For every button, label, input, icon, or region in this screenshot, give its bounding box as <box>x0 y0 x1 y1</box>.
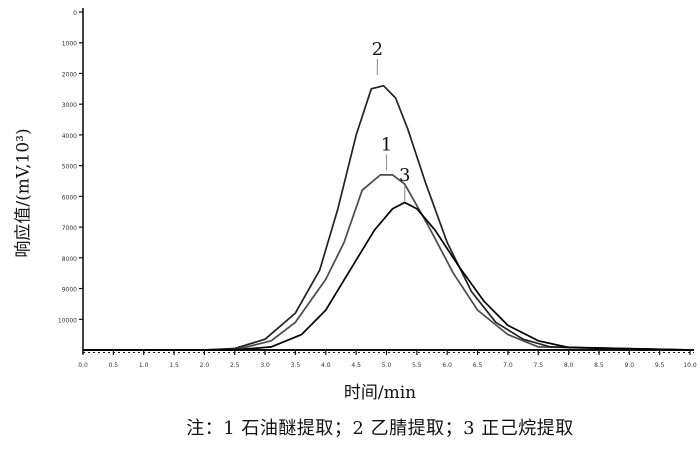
series-line-2 <box>83 84 691 351</box>
x-axis-label: 时间/min <box>343 383 417 403</box>
x-tick-label: 6.0 <box>442 362 452 369</box>
y-axis: 1000090008000700060005000400030002000100… <box>58 8 84 354</box>
x-tick-label: 7.0 <box>503 362 513 369</box>
peak-label-2: 2 <box>372 39 383 60</box>
figure-note: 注：1 石油醚提取；2 乙腈提取；3 正己烷提取 <box>186 418 574 439</box>
series-line-3 <box>83 201 691 351</box>
x-tick-label: 4.5 <box>351 362 361 369</box>
x-tick-label: 3.5 <box>291 362 301 369</box>
x-tick-label: 0.5 <box>109 362 119 369</box>
peak-label-1: 1 <box>381 134 392 155</box>
y-tick-label: 3000 <box>62 102 77 109</box>
x-tick-label: 9.5 <box>655 362 665 369</box>
x-tick-label: 8.0 <box>564 362 574 369</box>
x-tick-label: 1.5 <box>169 362 179 369</box>
y-axis-label: 响应值/(mV,10³) <box>2 78 40 308</box>
series-line-1 <box>83 174 691 351</box>
y-tick-label: 7000 <box>62 225 77 232</box>
y-tick-label: 8000 <box>62 256 77 263</box>
x-tick-label: 8.5 <box>594 362 604 369</box>
x-tick-label: 10.0 <box>683 362 697 369</box>
peak-label-3: 3 <box>399 165 410 186</box>
y-tick-label: 4000 <box>62 133 77 140</box>
y-tick-label: 0 <box>73 10 77 17</box>
annotations: 2 13 <box>372 39 410 201</box>
y-tick-label: 2000 <box>62 71 77 78</box>
x-tick-label: 5.0 <box>382 362 392 369</box>
x-tick-label: 2.5 <box>230 362 240 369</box>
x-tick-label: 4.0 <box>321 362 331 369</box>
x-tick-label: 6.5 <box>473 362 483 369</box>
x-axis: 0.0 0.5 1.0 1.5 2.0 2.5 3.0 3.5 4.0 4.5 5.0 5.5 6.0 6… <box>78 349 697 369</box>
x-tick-label: 0.0 <box>78 362 88 369</box>
series-group <box>83 84 691 351</box>
y-tick-label: 10000 <box>58 317 77 324</box>
y-tick-label: 6000 <box>62 194 77 201</box>
y-tick-label: 1000 <box>62 41 77 48</box>
x-tick-label: 5.5 <box>412 362 422 369</box>
y-tick-label: 9000 <box>62 287 77 294</box>
x-tick-label: 7.5 <box>533 362 543 369</box>
x-tick-label: 9.0 <box>625 362 635 369</box>
y-axis-label-text: 响应值/(mV,10³) <box>13 128 34 258</box>
x-tick-label: 3.0 <box>260 362 270 369</box>
x-tick-label: 1.0 <box>139 362 149 369</box>
y-tick-label: 5000 <box>62 164 77 171</box>
x-tick-label: 2.0 <box>200 362 210 369</box>
